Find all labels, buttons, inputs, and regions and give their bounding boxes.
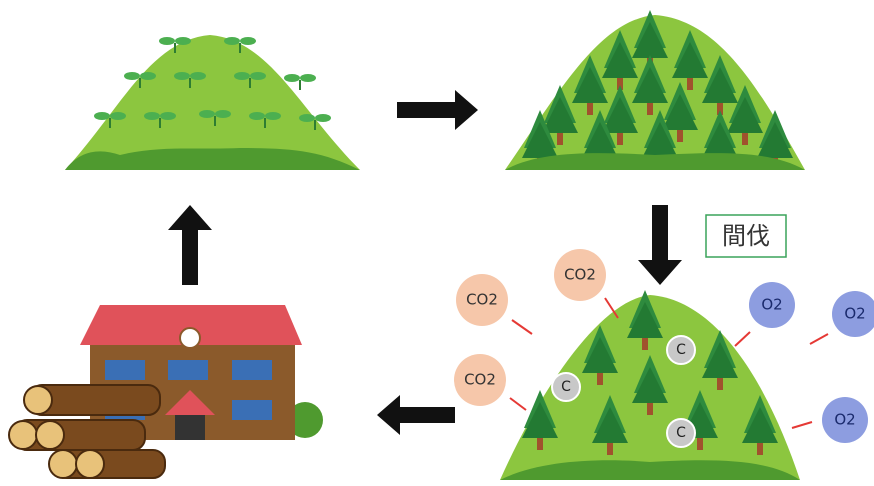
co2-bubble-label: CO2 (464, 371, 496, 389)
sprout-hill (65, 35, 360, 170)
carbon-bubble-label: C (676, 425, 686, 441)
logs (9, 385, 165, 478)
arrow (638, 205, 682, 285)
o2-bubble-label: O2 (834, 411, 855, 429)
arrow (168, 205, 212, 285)
forest-hill (505, 10, 805, 170)
carbon-bubble-label: C (676, 342, 686, 358)
carbon-bubble-label: C (561, 379, 571, 395)
o2-bubble-label: O2 (761, 296, 782, 314)
o2-bubble-label: O2 (844, 305, 865, 323)
co2-bubble-label: CO2 (466, 291, 498, 309)
co2-bubble-label: CO2 (564, 266, 596, 284)
arrow (377, 395, 455, 435)
thinning-label: 間伐 (722, 222, 770, 250)
arrow (397, 90, 478, 130)
diagram: 間伐 CO2 CO2 CO2 O2 O2 O2 C C C (0, 0, 874, 482)
